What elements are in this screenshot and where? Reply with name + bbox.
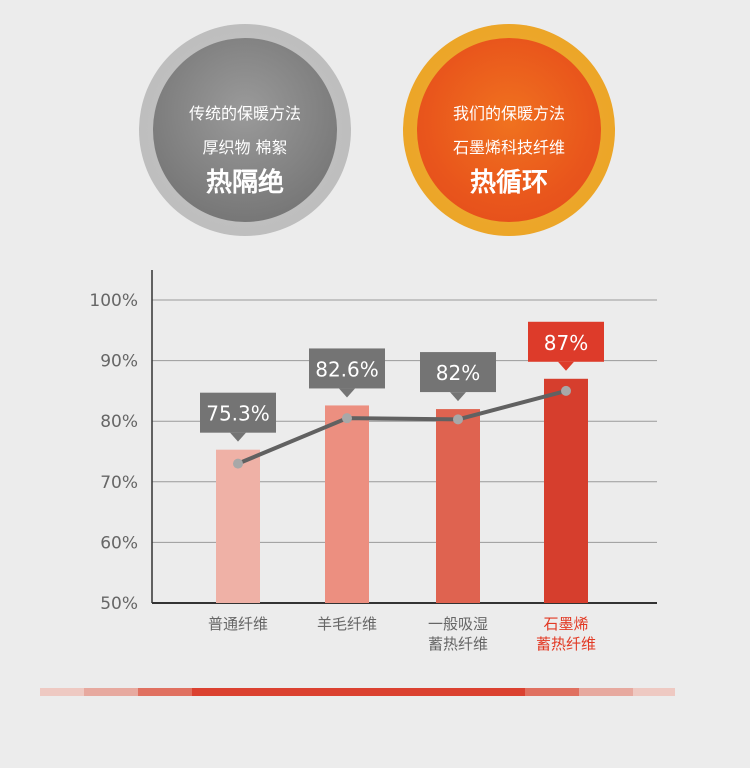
our-method-badge: 我们的保暖方法 石墨烯科技纤维 热循环 [403,24,615,236]
traditional-method-badge-inner: 传统的保暖方法 厚织物 棉絮 热隔绝 [153,38,337,222]
category-label: 蓄热纤维 [536,635,596,653]
value-label: 82.6% [315,357,379,381]
traditional-method-title: 传统的保暖方法 [188,104,301,123]
bottom-bar-segment [579,688,633,696]
value-label-box [200,392,276,433]
value-label-pointer [558,361,574,371]
value-label: 82% [436,361,480,385]
trend-line [237,388,567,466]
trend-point [561,385,571,396]
value-label: 75.3% [206,402,270,426]
value-label-pointer [450,392,466,402]
y-tick-label: 80% [100,412,138,432]
trend-point [453,414,463,425]
bottom-bar-segment [138,688,192,696]
bar [325,405,369,603]
category-label: 一般吸湿 [428,615,488,633]
value-label-pointer [339,388,355,398]
trend-point [342,413,352,424]
y-tick-label: 100% [89,291,138,311]
y-tick-label: 90% [100,352,138,372]
bottom-bar-segment [40,688,84,696]
value-label-box [309,348,385,389]
y-tick-label: 50% [100,594,138,614]
bar [436,409,480,603]
value-label-box [420,352,496,393]
value-label-pointer [230,432,246,442]
traditional-method-materials: 厚织物 棉絮 [202,138,288,157]
our-method-materials: 石墨烯科技纤维 [452,138,565,157]
our-method-title: 我们的保暖方法 [452,104,565,123]
bar [544,378,588,603]
y-tick-label: 70% [100,473,138,493]
value-label-box [528,321,604,362]
y-tick-label: 60% [100,533,138,553]
bottom-bar-segment [633,688,675,696]
bottom-bar-segment [192,688,525,696]
category-label: 蓄热纤维 [428,635,488,653]
our-method-badge-inner: 我们的保暖方法 石墨烯科技纤维 热循环 [417,38,601,222]
traditional-method-principle: 热隔绝 [205,168,284,198]
value-label: 87% [544,331,588,355]
category-label: 羊毛纤维 [317,615,377,633]
traditional-method-badge: 传统的保暖方法 厚织物 棉絮 热隔绝 [139,24,351,236]
our-method-principle: 热循环 [469,168,548,198]
category-label: 石墨烯 [543,615,588,633]
bar [216,449,260,603]
trend-point [233,458,243,469]
category-label: 普通纤维 [208,615,268,633]
bottom-bar-segment [525,688,579,696]
bottom-bar-segment [84,688,138,696]
